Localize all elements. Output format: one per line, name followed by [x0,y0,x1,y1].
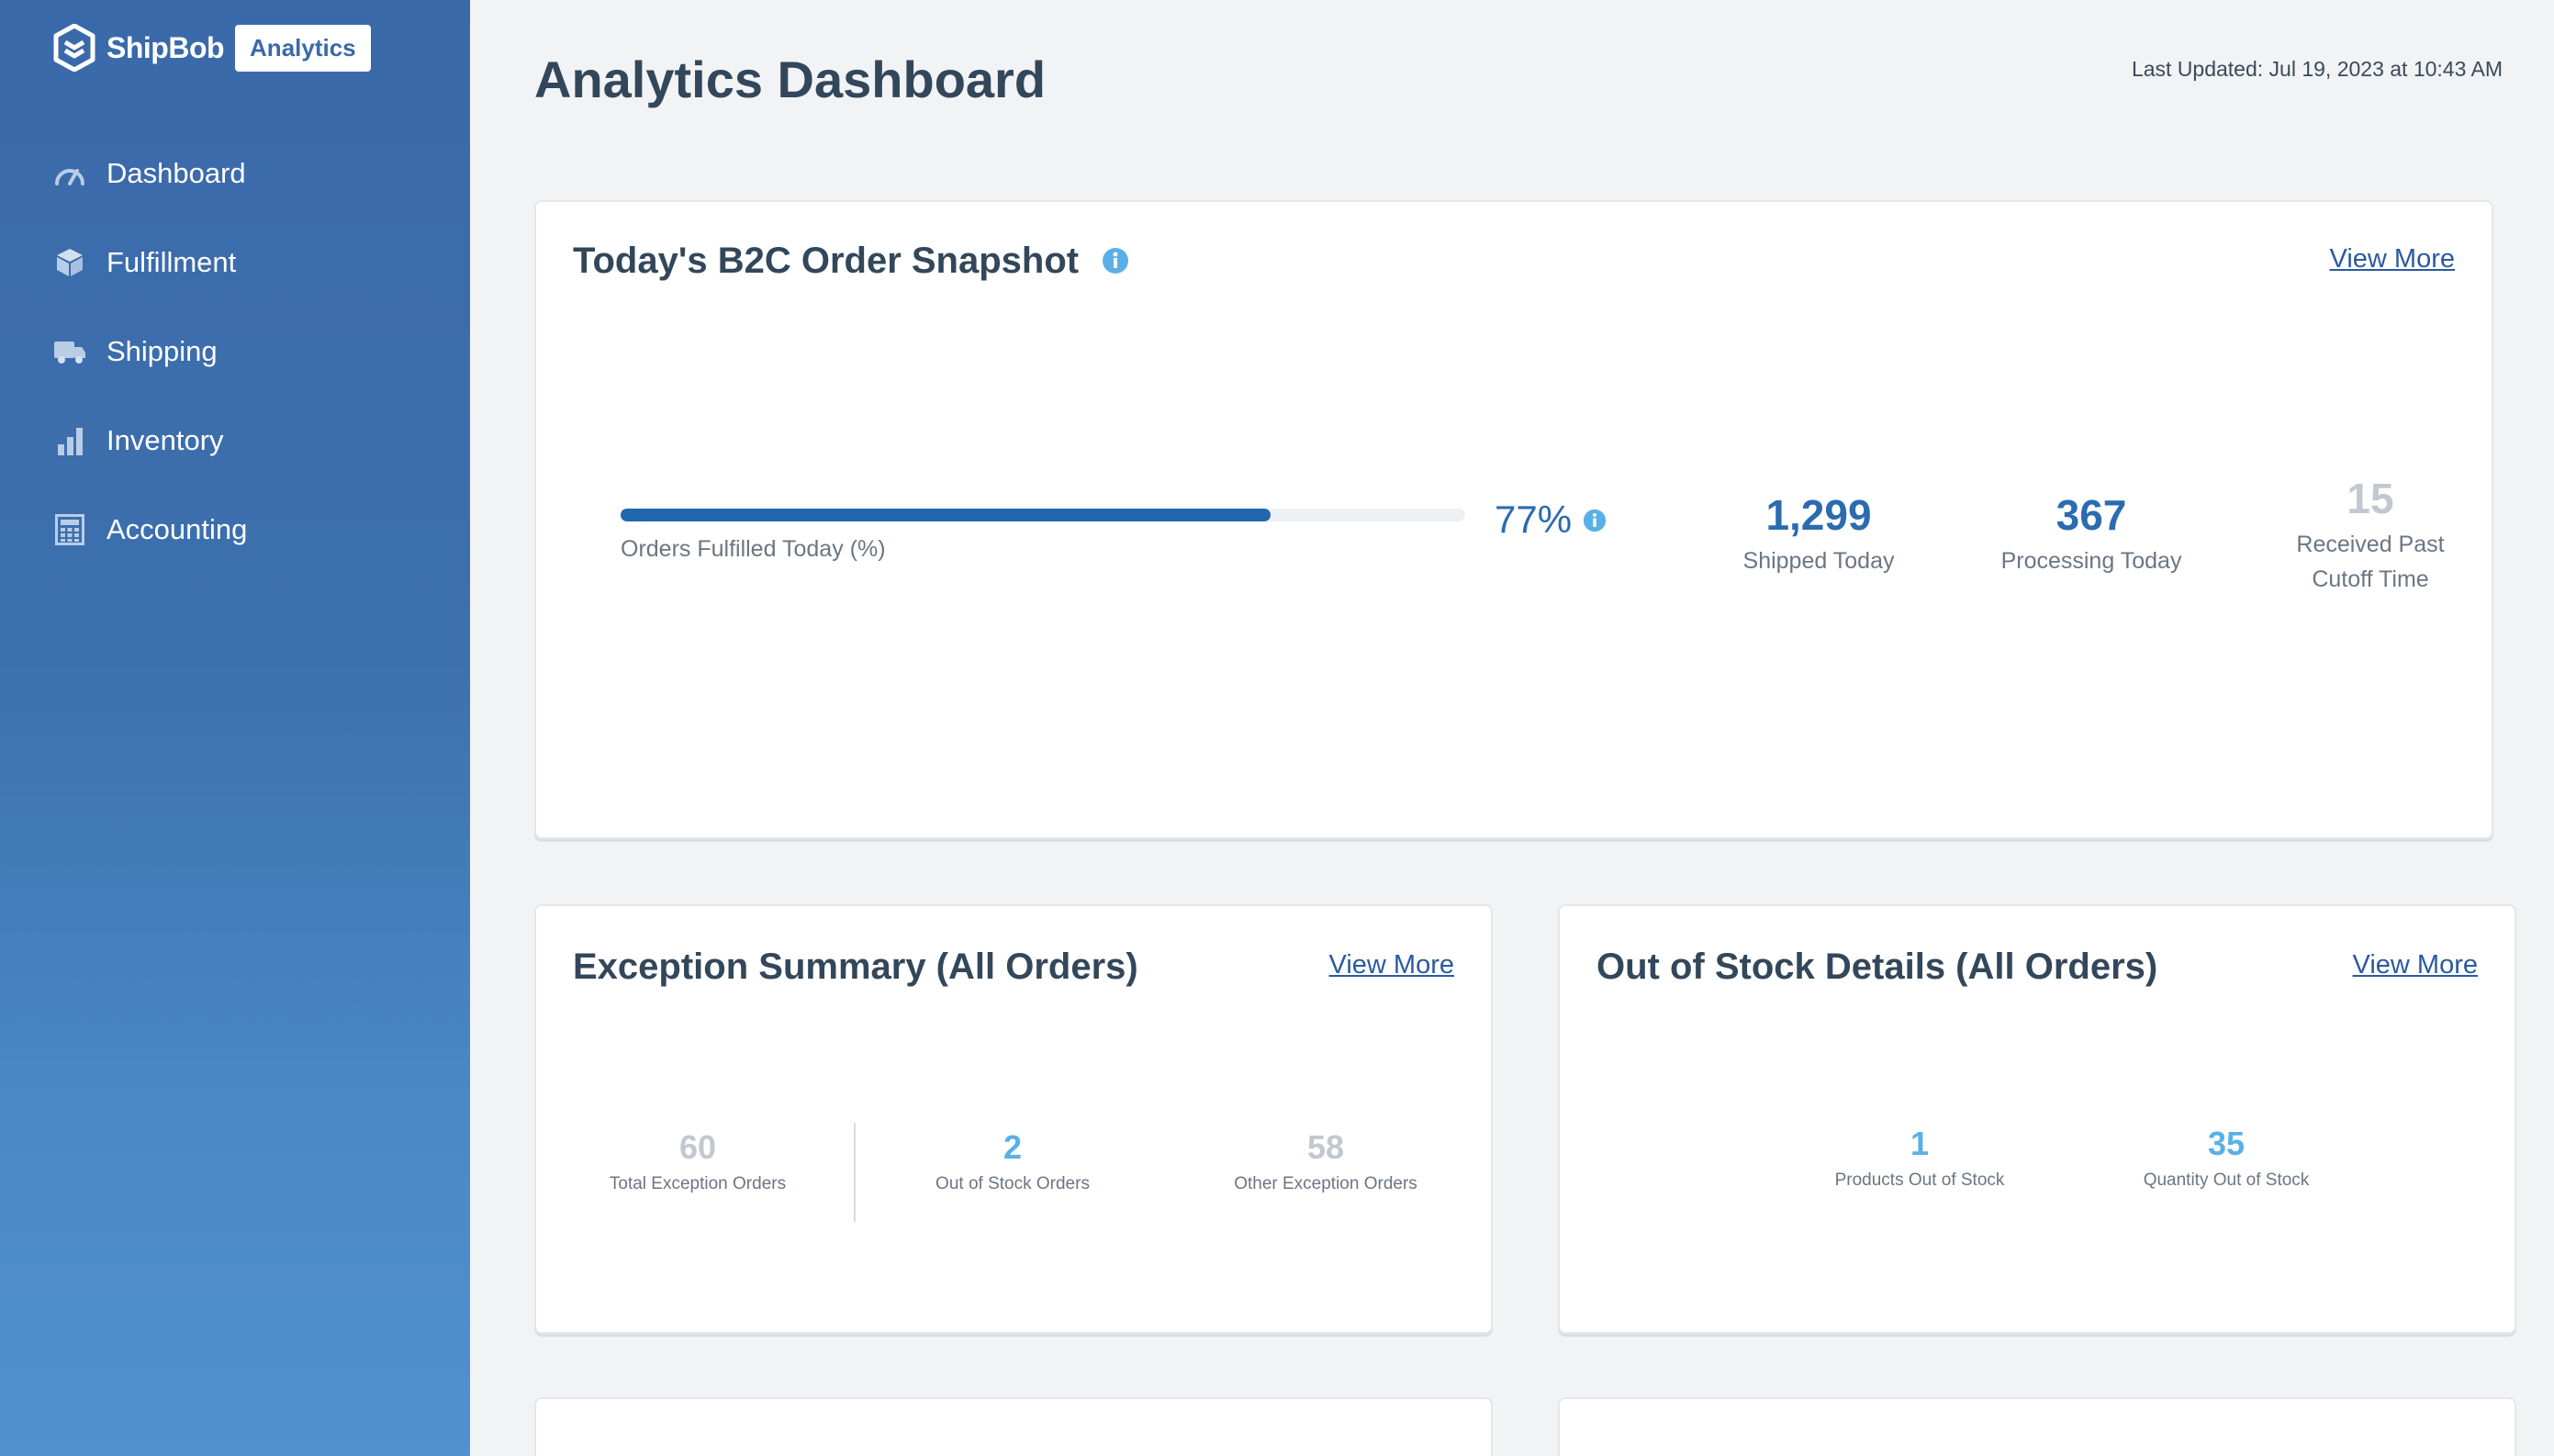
sidebar-item-accounting[interactable]: Accounting [53,485,247,574]
stat-label: Products Out of Stock [1834,1170,2005,1190]
calculator-icon [53,513,86,546]
brand[interactable]: ShipBob Analytics [53,24,371,72]
snapshot-title: Today's B2C Order Snapshot [573,241,1080,281]
brand-name: ShipBob [106,30,225,64]
sidebar-item-label: Fulfillment [106,245,237,278]
sidebar: ShipBob Analytics Dashboard Fulfillment … [0,0,470,1456]
card-title: Today's B2C Order Snapshot [573,241,1129,284]
exception-title: Exception Summary (All Orders) [573,946,1138,987]
page-title: Analytics Dashboard [534,50,1047,108]
fulfilled-progress-fill [621,509,1271,521]
sidebar-item-label: Accounting [106,512,248,545]
stat-value: 58 [1306,1128,1345,1166]
stat-value: 60 [678,1128,717,1166]
stat-label-line2: Cutoff Time [2312,566,2429,592]
total-exception-orders-stat: 60 Total Exception Orders [551,1128,845,1194]
stat-value: 2 [1003,1128,1023,1166]
fulfilled-percent: 77% [1495,498,1607,542]
exception-summary-card: Exception Summary (All Orders) View More… [534,904,1493,1334]
stat-value: 1 [1910,1125,1930,1162]
view-more-link[interactable]: View More [1328,950,1454,980]
sidebar-nav: Dashboard Fulfillment Shipping Inventory… [53,129,247,574]
fulfilled-progress-bar [621,509,1465,521]
brand-badge: Analytics [235,24,371,72]
stat-value: 35 [2207,1125,2246,1162]
view-more-link[interactable]: View More [2352,950,2478,980]
products-out-of-stock-stat[interactable]: 1 Products Out of Stock [1773,1125,2067,1191]
view-more-link[interactable]: View More [2329,244,2455,274]
stat-label: Total Exception Orders [609,1174,787,1193]
stat-value: 1,299 [1765,491,1872,539]
bar-chart-icon [53,424,86,457]
percent-value: 77% [1495,498,1573,541]
sidebar-item-inventory[interactable]: Inventory [53,396,247,485]
order-snapshot-card: Today's B2C Order Snapshot View More Ord… [534,200,2493,839]
sidebar-item-label: Dashboard [106,156,246,189]
out-of-stock-orders-stat[interactable]: 2 Out of Stock Orders [866,1128,1159,1194]
sidebar-item-fulfillment[interactable]: Fulfillment [53,218,247,307]
box-icon [53,246,86,279]
stat-label: Shipped Today [1742,548,1895,574]
stat-label: Processing Today [2000,548,2182,574]
stat-value: 15 [2347,475,2394,522]
sidebar-item-label: Shipping [106,334,218,367]
stat-label: Out of Stock Orders [935,1174,1090,1193]
stat-label: Quantity Out of Stock [2143,1170,2310,1190]
stat-label-line1: Received Past [2296,532,2445,557]
stat-label: Other Exception Orders [1234,1174,1417,1193]
bottom-right-card [1558,1397,2516,1456]
progress-label: Orders Fulfilled Today (%) [621,536,886,562]
other-exception-orders-stat: 58 Other Exception Orders [1179,1128,1473,1194]
sidebar-item-dashboard[interactable]: Dashboard [53,129,247,218]
quantity-out-of-stock-stat[interactable]: 35 Quantity Out of Stock [2079,1125,2373,1191]
sidebar-item-label: Inventory [106,423,224,456]
bottom-left-card [534,1397,1493,1456]
speedometer-icon [53,157,86,190]
shipbob-logo-icon [53,24,95,72]
out-of-stock-title: Out of Stock Details (All Orders) [1596,946,2158,987]
received-past-cutoff-stat: 15 Received Past Cutoff Time [2260,474,2481,597]
last-updated-timestamp: Last Updated: Jul 19, 2023 at 10:43 AM [2131,57,2503,81]
stat-value: 367 [2056,491,2127,539]
truck-icon [53,335,86,368]
processing-today-stat: 367 Processing Today [1963,490,2220,578]
out-of-stock-card: Out of Stock Details (All Orders) View M… [1558,904,2516,1334]
divider [854,1123,856,1222]
info-icon[interactable] [1102,242,1129,284]
sidebar-item-shipping[interactable]: Shipping [53,307,247,396]
shipped-today-stat: 1,299 Shipped Today [1704,490,1933,578]
info-icon[interactable] [1583,498,1607,542]
